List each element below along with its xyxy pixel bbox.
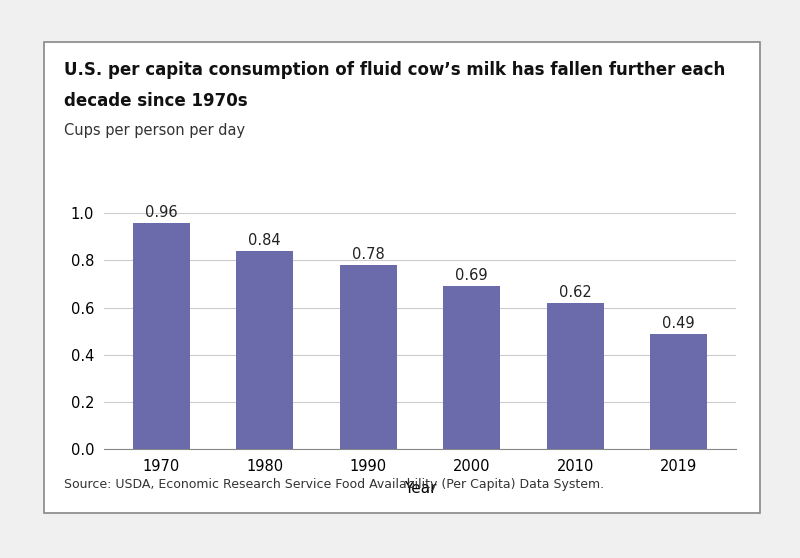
Bar: [547, 303, 604, 449]
Bar: [650, 334, 707, 449]
Text: 0.49: 0.49: [662, 315, 695, 330]
Text: 0.62: 0.62: [559, 285, 592, 300]
Text: 0.84: 0.84: [249, 233, 281, 248]
Text: 0.78: 0.78: [352, 247, 385, 262]
Text: Source: USDA, Economic Research Service Food Availability (Per Capita) Data Syst: Source: USDA, Economic Research Service …: [64, 478, 604, 491]
X-axis label: Year: Year: [404, 481, 436, 496]
Bar: [236, 251, 293, 449]
Text: U.S. per capita consumption of fluid cow’s milk has fallen further each: U.S. per capita consumption of fluid cow…: [64, 61, 726, 79]
Text: Cups per person per day: Cups per person per day: [64, 123, 245, 138]
Text: 0.69: 0.69: [455, 268, 488, 283]
Bar: [340, 265, 397, 449]
Bar: [443, 286, 500, 449]
Text: decade since 1970s: decade since 1970s: [64, 92, 248, 110]
Bar: [133, 223, 190, 449]
Text: 0.96: 0.96: [145, 205, 178, 220]
